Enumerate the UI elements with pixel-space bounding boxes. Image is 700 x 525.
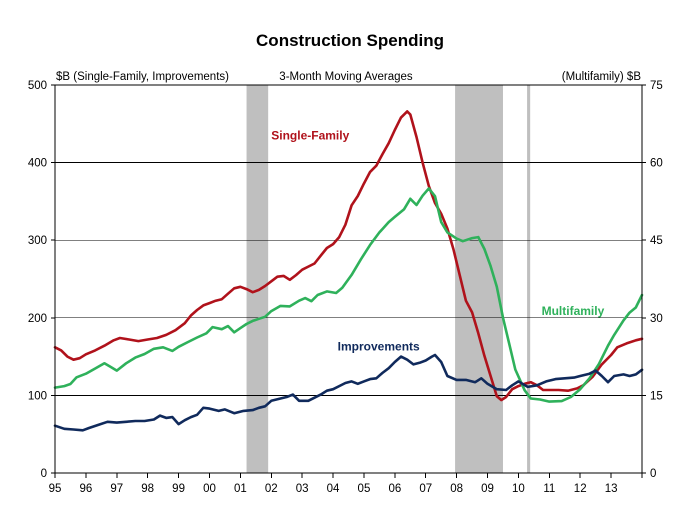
recession-band — [246, 85, 269, 473]
x-tick-label: 97 — [110, 483, 123, 495]
series-label-improvements: Improvements — [338, 339, 420, 353]
y-right-tick-label: 75 — [650, 80, 663, 92]
x-tick-label: 01 — [234, 483, 247, 495]
x-tick-label: 04 — [327, 483, 340, 495]
tick-labels: 0 100 200 300 400 500 0 15 30 45 60 75 95 96 97 98 99 00 0… — [28, 80, 663, 495]
x-tick-label: 06 — [388, 483, 401, 495]
x-tick-label: 08 — [450, 483, 463, 495]
right-axis-label: (Multifamily) $B — [562, 71, 642, 83]
series-line-single-family — [53, 110, 644, 402]
x-tick-label: 02 — [265, 483, 278, 495]
x-tick-label: 12 — [574, 483, 587, 495]
x-tick-label: 00 — [203, 483, 216, 495]
x-tick-label: 11 — [543, 483, 555, 495]
series-label-multifamily: Multifamily — [542, 304, 605, 318]
x-tick-label: 98 — [141, 483, 154, 495]
y-left-tick-label: 500 — [28, 80, 47, 92]
y-right-tick-label: 15 — [650, 390, 663, 402]
y-right-tick-label: 0 — [650, 468, 656, 480]
y-left-tick-label: 0 — [41, 468, 47, 480]
x-tick-label: 10 — [512, 483, 525, 495]
series-line-improvements — [53, 353, 644, 432]
left-axis-label: $B (Single-Family, Improvements) — [56, 71, 229, 83]
x-tick-label: 95 — [49, 483, 62, 495]
y-left-tick-label: 100 — [28, 390, 47, 402]
x-tick-label: 05 — [358, 483, 371, 495]
y-left-tick-label: 300 — [28, 235, 47, 247]
recession-band — [527, 85, 531, 473]
y-right-tick-label: 30 — [650, 313, 663, 325]
chart-subtitle: 3-Month Moving Averages — [279, 71, 413, 83]
y-left-tick-label: 400 — [28, 158, 47, 170]
x-tick-label: 03 — [296, 483, 309, 495]
series-line-multifamily — [53, 187, 644, 403]
chart-title: Construction Spending — [256, 31, 444, 50]
plot-border — [54, 84, 643, 474]
axes — [51, 84, 646, 478]
x-tick-label: 96 — [79, 483, 92, 495]
series-labels: Single-Family Multifamily Improvements — [271, 128, 604, 353]
x-tick-label: 99 — [172, 483, 185, 495]
x-tick-label: 13 — [605, 483, 618, 495]
y-right-tick-label: 45 — [650, 235, 663, 247]
y-left-tick-label: 200 — [28, 313, 47, 325]
x-tick-label: 07 — [419, 483, 432, 495]
series-lines — [53, 110, 644, 432]
x-tick-label: 09 — [481, 483, 494, 495]
series-label-single-family: Single-Family — [271, 128, 349, 142]
y-right-tick-label: 60 — [650, 158, 663, 170]
